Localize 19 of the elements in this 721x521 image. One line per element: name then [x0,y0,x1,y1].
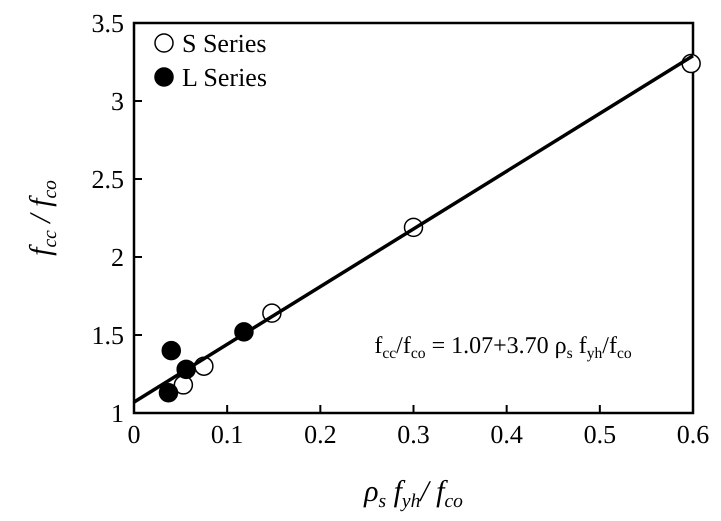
point [158,382,178,402]
x-tick-label: 0 [128,420,140,449]
y-tick-label: 1.5 [92,321,124,350]
x-tick-label: 0.4 [490,420,523,449]
x-axis-title: ρ$_{s}$ f$_{yh}$/ f$_{co}$ [363,475,464,512]
y-tick-label: 1 [111,399,124,428]
legend-label: S Series [182,29,266,58]
point [162,340,182,360]
y-tick-label: 2.5 [92,165,124,194]
x-tick-label: 0.5 [584,420,616,449]
x-tick-label: 0.3 [397,420,430,449]
text: f$_{cc}$/f$_{co}$ = 1.07+3.70 ρ$_{s}$ f$_{yh}$/f$_{co}$ [374,333,632,362]
x-tick-label: 0.1 [210,420,244,449]
x-tick-label: 0.2 [304,420,337,449]
y-tick-label: 3.5 [92,9,124,38]
y-tick-label: 2 [111,243,124,272]
legend-label: L Series [182,63,267,92]
x-tick-label: 0.6 [676,420,710,449]
y-tick-label: 3 [111,87,124,116]
